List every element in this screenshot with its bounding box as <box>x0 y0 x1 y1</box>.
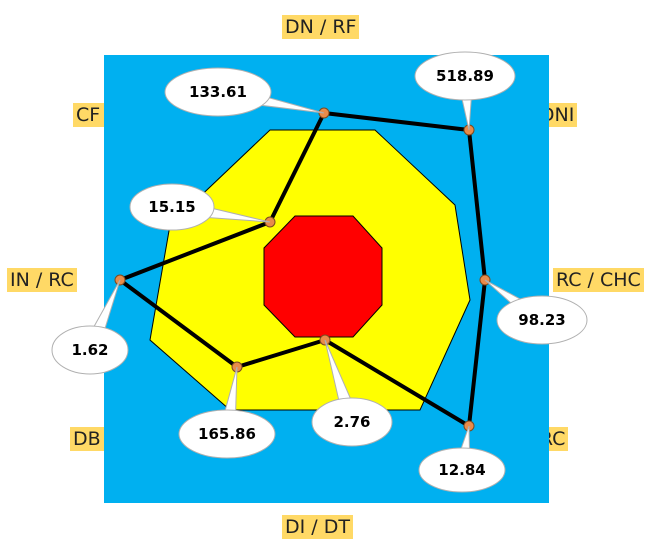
red-zone <box>263 215 383 338</box>
data-value-label: 518.89 <box>436 67 494 85</box>
data-value-label: 1.62 <box>71 341 108 359</box>
axis-label-in-rc: IN / RC <box>7 268 77 292</box>
data-value-label: 165.86 <box>198 425 256 443</box>
callout-bubble <box>129 183 215 231</box>
data-value-label: 133.61 <box>189 83 247 101</box>
value-callout: 133.61 <box>164 67 325 117</box>
data-value-label: 12.84 <box>438 461 485 479</box>
callout-bubble <box>414 51 516 101</box>
callout-bubble <box>496 295 588 345</box>
value-callout: 165.86 <box>178 366 276 459</box>
callout-bubble <box>51 325 129 375</box>
value-callout: 12.84 <box>418 425 506 493</box>
axis-label-di-dt: DI / DT <box>282 515 353 539</box>
value-callout: 15.15 <box>129 183 271 231</box>
data-value-label: 2.76 <box>333 413 370 431</box>
axis-label-dn-rf: DN / RF <box>282 15 360 39</box>
callout-bubble <box>164 67 272 117</box>
callout-bubble <box>178 409 276 459</box>
data-value-label: 15.15 <box>148 198 195 216</box>
callout-bubble <box>311 397 393 447</box>
value-callout: 2.76 <box>311 339 393 447</box>
axis-label-rc-chc: RC / CHC <box>553 268 644 292</box>
data-value-label: 98.23 <box>518 311 565 329</box>
value-callout: 518.89 <box>414 51 516 131</box>
value-callout: 98.23 <box>484 279 588 345</box>
value-callout: 1.62 <box>51 279 129 375</box>
callout-bubble <box>418 447 506 493</box>
